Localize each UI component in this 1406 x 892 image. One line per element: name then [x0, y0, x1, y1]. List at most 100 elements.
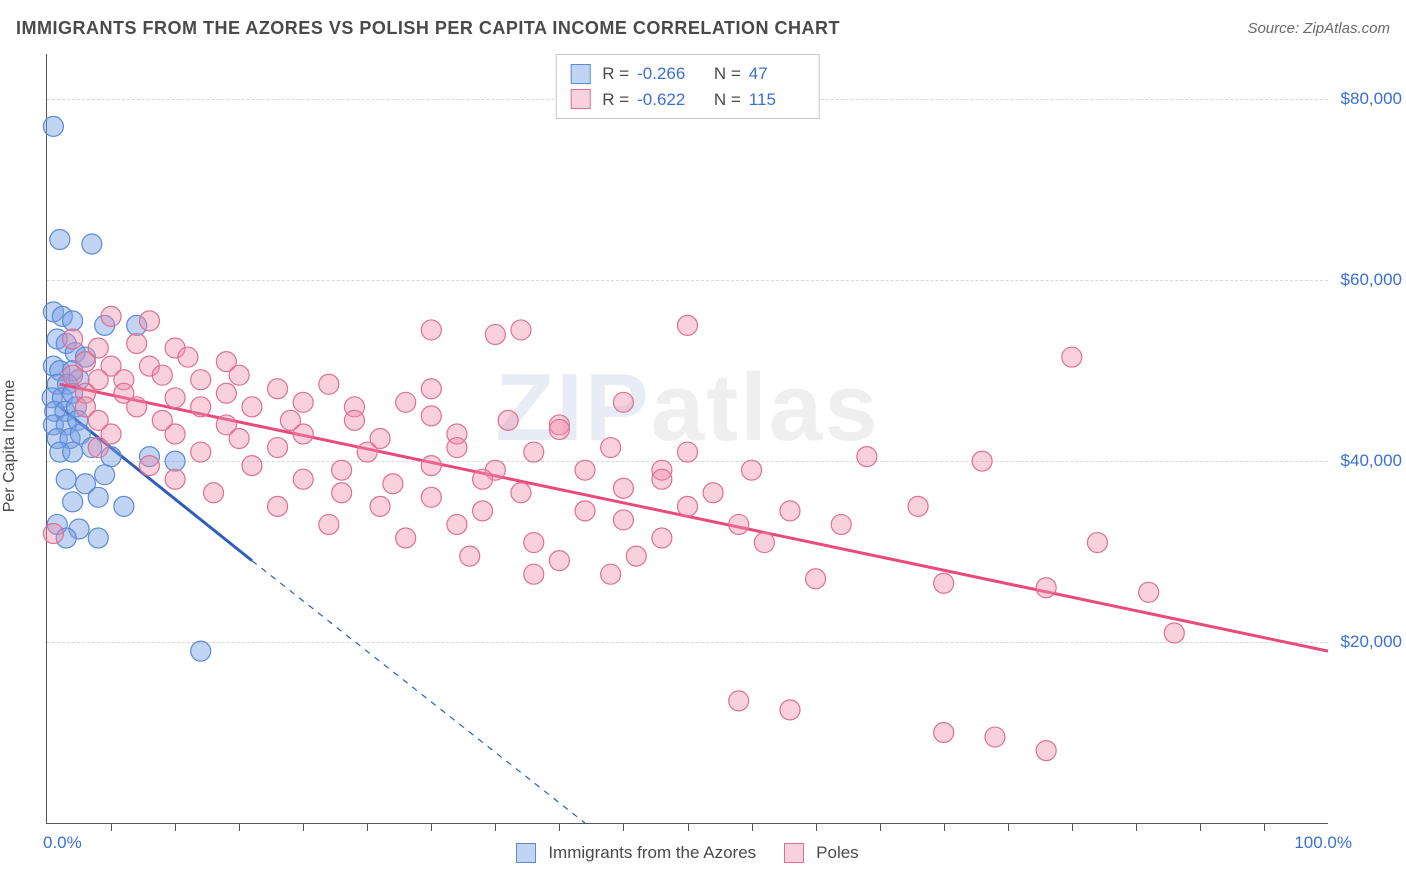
data-point [549, 551, 569, 571]
data-point [421, 456, 441, 476]
swatch-series-1 [570, 64, 590, 84]
data-point [524, 533, 544, 553]
data-point [421, 379, 441, 399]
data-point [56, 469, 76, 489]
x-tick [367, 823, 368, 831]
n-label: N = [714, 87, 741, 113]
data-point [191, 442, 211, 462]
data-point [421, 487, 441, 507]
data-point [357, 442, 377, 462]
data-point [613, 510, 633, 530]
stat-row-series-2: R = -0.622 N = 115 [570, 87, 805, 113]
x-tick [752, 823, 753, 831]
data-point [626, 546, 646, 566]
data-point [63, 442, 83, 462]
data-point [191, 370, 211, 390]
x-axis-max-label: 100.0% [1294, 833, 1352, 853]
data-point [216, 383, 236, 403]
data-point [678, 442, 698, 462]
plot-area: ZIPatlas R = -0.266 N = 47 R = -0.622 N … [46, 54, 1328, 824]
data-point [139, 456, 159, 476]
data-point [652, 528, 672, 548]
x-tick [688, 823, 689, 831]
data-point [421, 320, 441, 340]
data-point [613, 392, 633, 412]
x-tick [1008, 823, 1009, 831]
stat-row-series-1: R = -0.266 N = 47 [570, 61, 805, 87]
data-point [127, 334, 147, 354]
data-point [1164, 623, 1184, 643]
data-point [88, 438, 108, 458]
data-point [1139, 582, 1159, 602]
data-point [344, 410, 364, 430]
x-tick [559, 823, 560, 831]
x-tick [816, 823, 817, 831]
data-point [934, 723, 954, 743]
data-point [806, 569, 826, 589]
x-tick [431, 823, 432, 831]
x-tick [1200, 823, 1201, 831]
data-point [460, 546, 480, 566]
data-point [43, 523, 63, 543]
x-tick [303, 823, 304, 831]
data-point [63, 492, 83, 512]
data-point [703, 483, 723, 503]
data-point [473, 469, 493, 489]
data-point [780, 700, 800, 720]
x-tick [944, 823, 945, 831]
data-point [1087, 533, 1107, 553]
regression-line-extrapolated [252, 561, 585, 823]
data-point [95, 465, 115, 485]
r-label: R = [602, 87, 629, 113]
data-point [613, 478, 633, 498]
data-point [729, 514, 749, 534]
header: IMMIGRANTS FROM THE AZORES VS POLISH PER… [16, 18, 1390, 39]
x-tick [175, 823, 176, 831]
data-point [332, 460, 352, 480]
swatch-series-2 [570, 89, 590, 109]
data-point [82, 234, 102, 254]
legend-item-1: Immigrants from the Azores [516, 843, 756, 863]
data-point [985, 727, 1005, 747]
data-point [652, 469, 672, 489]
data-point [88, 528, 108, 548]
data-point [549, 419, 569, 439]
legend-item-2: Poles [784, 843, 859, 863]
data-point [601, 438, 621, 458]
data-point [972, 451, 992, 471]
source-label: Source: ZipAtlas.com [1247, 20, 1390, 37]
y-tick-label: $60,000 [1332, 270, 1402, 290]
data-point [511, 320, 531, 340]
data-point [511, 483, 531, 503]
data-point [293, 469, 313, 489]
data-point [447, 514, 467, 534]
data-point [447, 438, 467, 458]
data-point [293, 392, 313, 412]
n-value-1: 47 [749, 61, 805, 87]
data-point [1036, 741, 1056, 761]
correlation-legend: R = -0.266 N = 47 R = -0.622 N = 115 [555, 54, 820, 119]
series-legend: Immigrants from the Azores Poles [47, 843, 1328, 863]
data-point [88, 487, 108, 507]
data-point [934, 573, 954, 593]
data-point [1062, 347, 1082, 367]
x-tick [1136, 823, 1137, 831]
data-point [498, 410, 518, 430]
data-point [178, 347, 198, 367]
swatch-series-2 [784, 843, 804, 863]
data-point [242, 456, 262, 476]
y-tick-label: $80,000 [1332, 89, 1402, 109]
r-value-2: -0.622 [637, 87, 693, 113]
r-label: R = [602, 61, 629, 87]
data-point [575, 501, 595, 521]
data-point [293, 424, 313, 444]
scatter-svg [47, 54, 1328, 823]
data-point [50, 229, 70, 249]
data-point [857, 447, 877, 467]
data-point [127, 397, 147, 417]
data-point [242, 397, 262, 417]
data-point [165, 469, 185, 489]
x-tick [111, 823, 112, 831]
x-tick [1264, 823, 1265, 831]
data-point [139, 311, 159, 331]
